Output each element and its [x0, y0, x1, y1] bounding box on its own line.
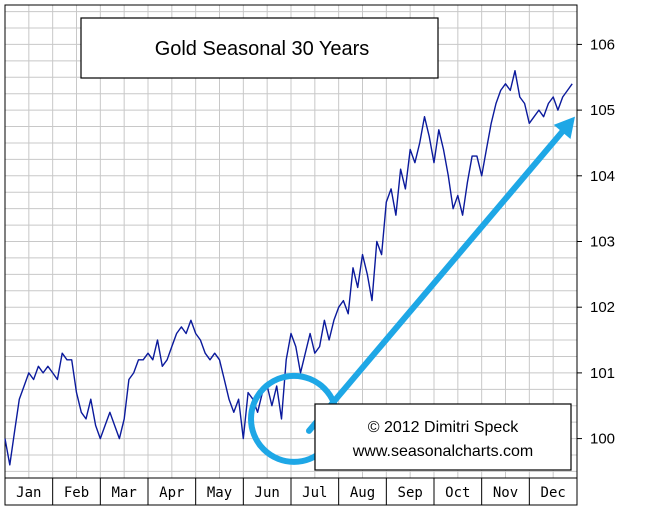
series-line [4, 69, 573, 466]
chart-title: Gold Seasonal 30 Years [155, 38, 370, 60]
x-tick-label: Feb [64, 485, 89, 501]
y-tick-label: 102 [590, 299, 615, 316]
title-box: Gold Seasonal 30 Years [80, 17, 439, 79]
credit-box-frame [314, 403, 572, 471]
x-tick-label: Jul [302, 485, 327, 501]
x-tick-label: Oct [445, 485, 470, 501]
x-tick-label: Apr [159, 485, 184, 501]
y-tick-label: 105 [590, 102, 615, 119]
series-group [4, 69, 573, 466]
x-tick-label: Jun [255, 485, 280, 501]
x-tick-label: Nov [493, 485, 518, 501]
y-tick-label: 103 [590, 234, 615, 251]
credit-box: © 2012 Dimitri Speck www.seasonalcharts.… [314, 403, 572, 471]
y-tick-label: 106 [590, 36, 615, 53]
trend-arrow-head [553, 116, 575, 140]
x-tick-label: Aug [350, 485, 375, 501]
trend-arrow-shaft [306, 128, 566, 434]
y-tick-label: 101 [590, 365, 615, 382]
x-tick-label: Jan [16, 485, 41, 501]
x-tick-label: Sep [398, 485, 423, 501]
x-tick-label: Dec [541, 485, 566, 501]
x-tick-label: Mar [112, 485, 137, 501]
y-axis-ticks: 100 101 102 103 104 105 106 [577, 36, 615, 448]
y-tick-label: 104 [590, 168, 615, 185]
y-tick-label: 100 [590, 431, 615, 448]
x-tick-label: May [207, 485, 232, 501]
credit-line-1: © 2012 Dimitri Speck [368, 419, 520, 436]
title-box-frame [80, 17, 439, 79]
credit-line-2: www.seasonalcharts.com [352, 443, 534, 460]
x-axis: Jan Feb Mar Apr May Jun Jul Aug Sep Oct Nov Dec [4, 477, 578, 506]
